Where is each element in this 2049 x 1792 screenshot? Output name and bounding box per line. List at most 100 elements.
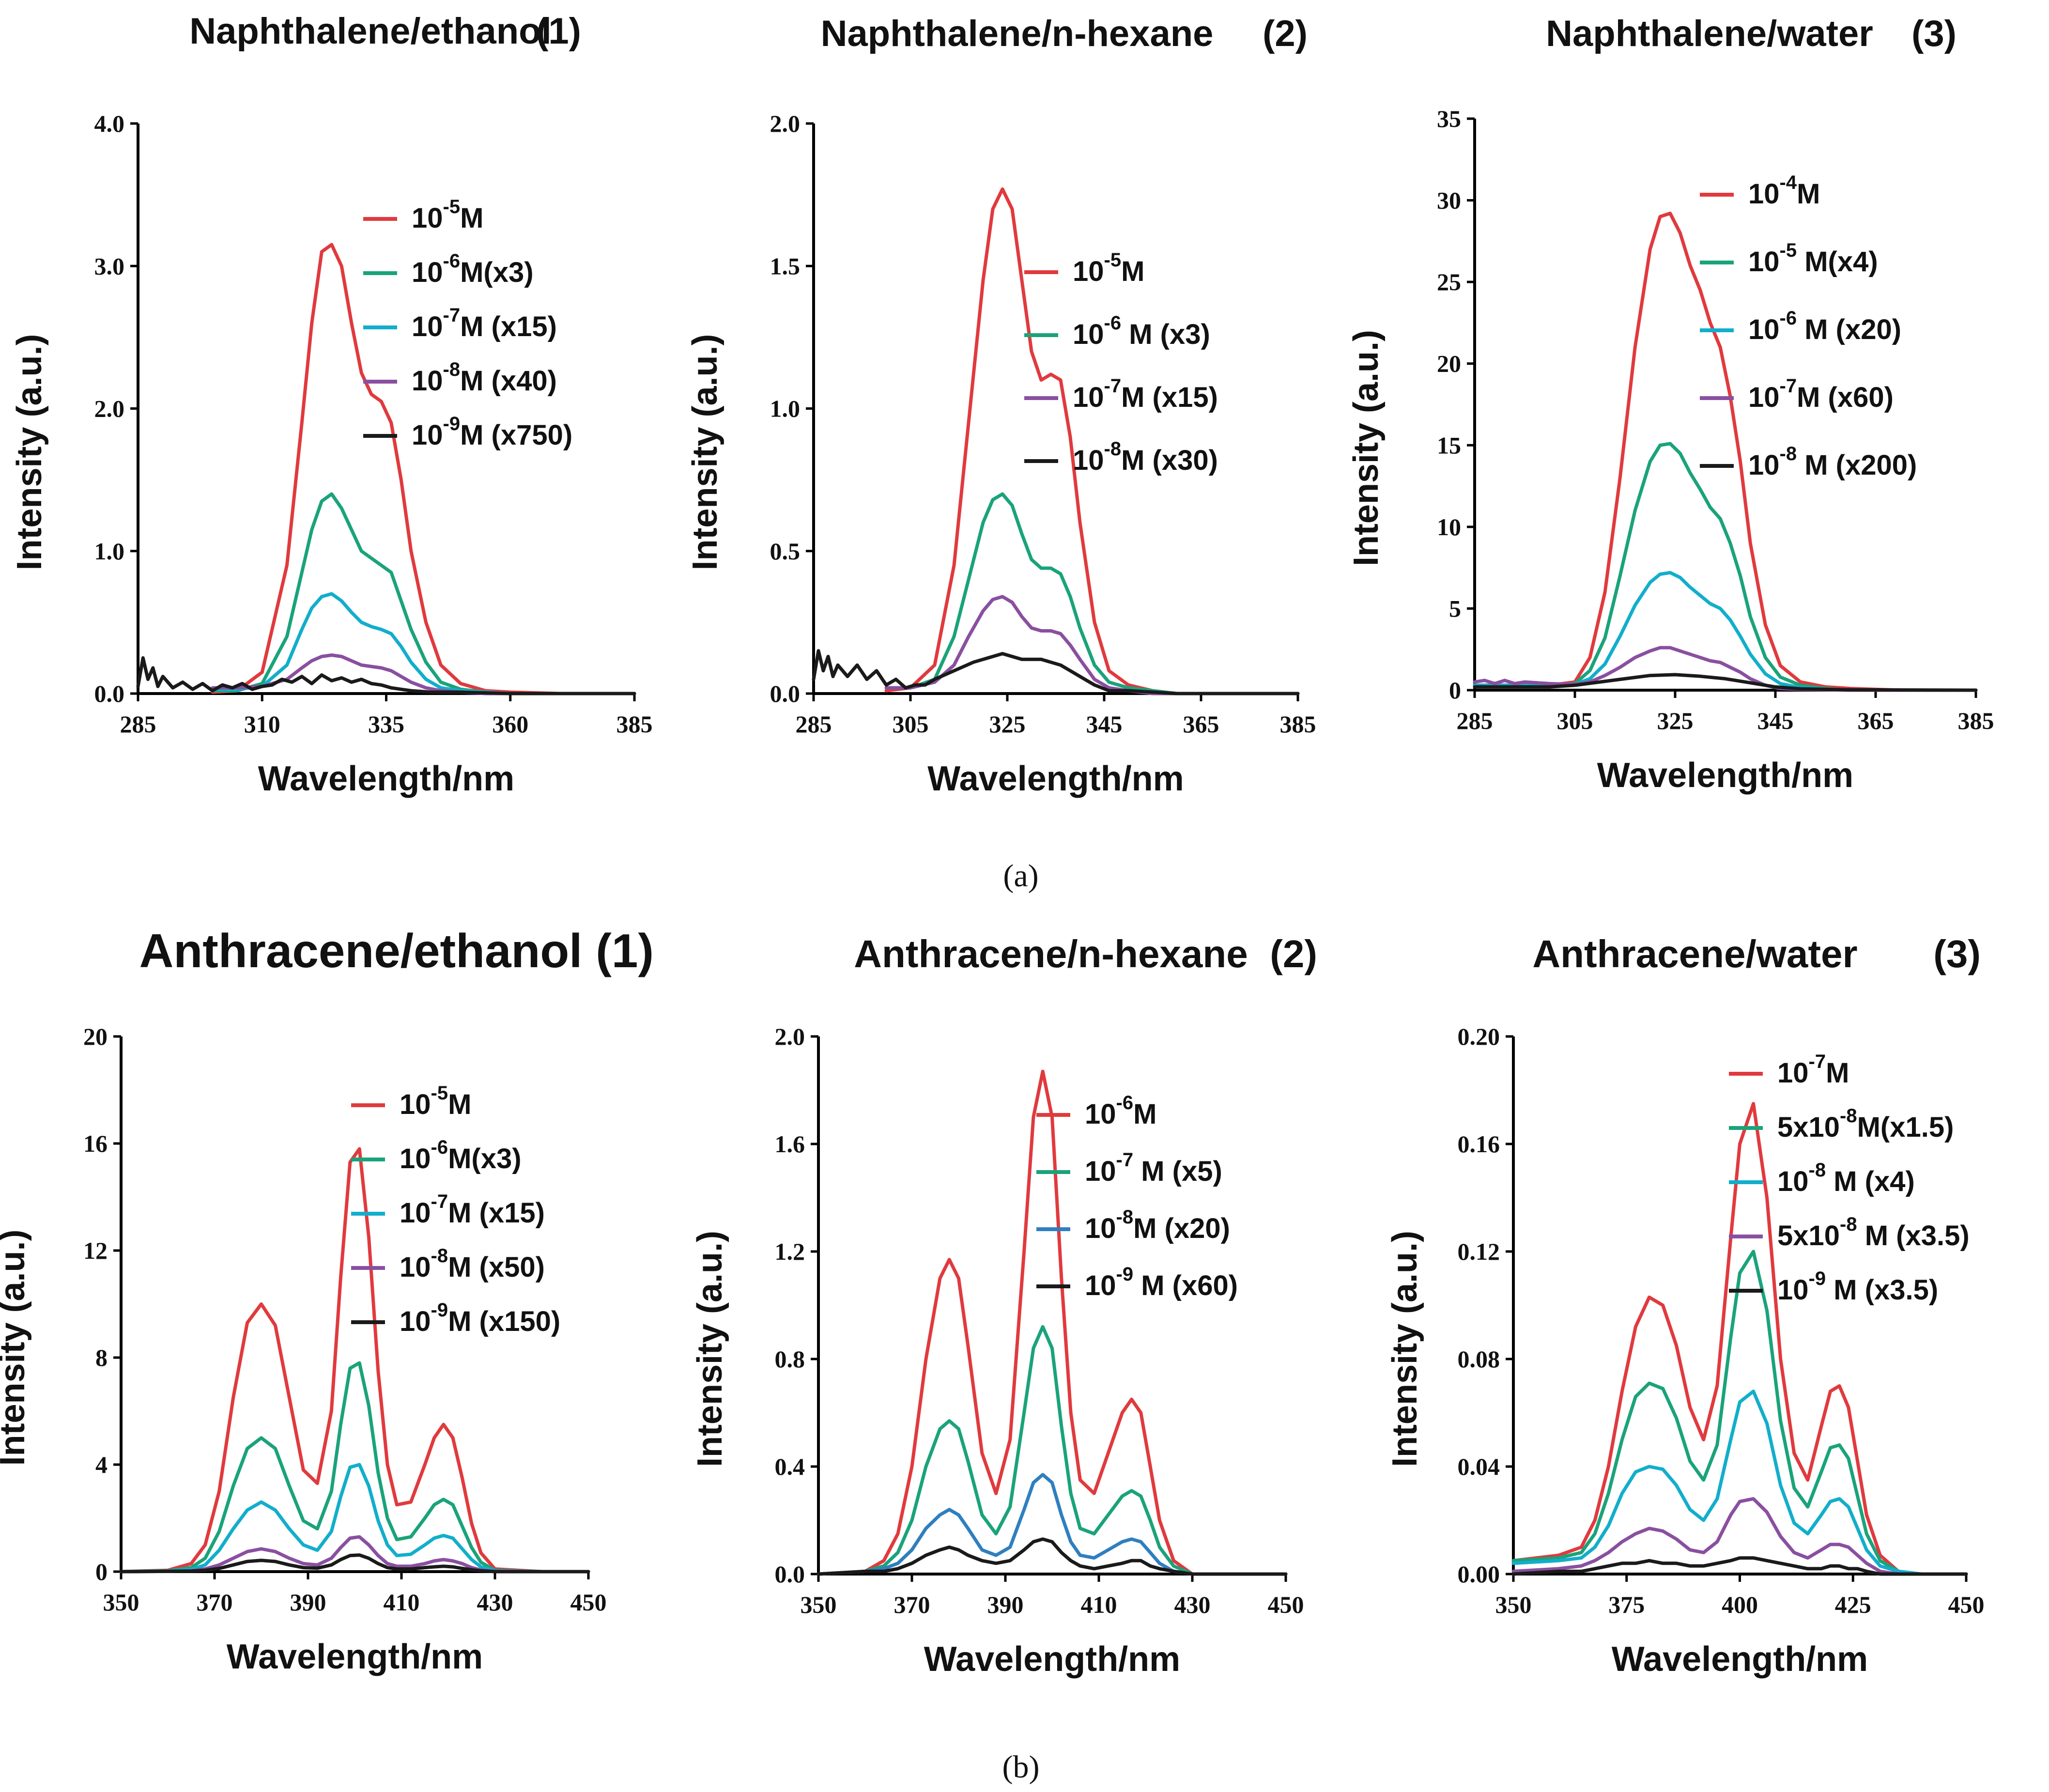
legend: 10-4M 10-5 M(x4) 10-6 M (x20) 10-7M (x60) 10… bbox=[1700, 172, 1917, 481]
series-lines bbox=[812, 187, 1300, 695]
legend-label: 10-9 M (x3.5) bbox=[1777, 1268, 1938, 1306]
series-line bbox=[1511, 1390, 1968, 1576]
y-axis-label: Intensity (a.u.) bbox=[1386, 1231, 1424, 1467]
legend-label: 10-8M (x30) bbox=[1073, 438, 1218, 476]
y-axis-label: Intensity (a.u.) bbox=[691, 1231, 729, 1467]
series-line bbox=[119, 1147, 590, 1574]
series-line bbox=[817, 1069, 1288, 1576]
legend: 10-5M 10-6M(x3) 10-7M (x15) 10-8M (x40) 10-9… bbox=[363, 196, 572, 451]
chart-title-number: (2) bbox=[1270, 932, 1317, 975]
series-line bbox=[1511, 1556, 1968, 1576]
y-tick-label: 0 bbox=[1449, 677, 1461, 704]
y-tick-label: 0.0 bbox=[770, 680, 801, 707]
y-tick-label: 4.0 bbox=[94, 110, 125, 137]
legend-label: 10-7M (x15) bbox=[400, 1191, 545, 1229]
y-tick-label: 2.0 bbox=[94, 395, 125, 422]
y-axis-label: Intensity (a.u.) bbox=[1347, 330, 1386, 566]
legend-label: 10-5M bbox=[412, 196, 483, 234]
y-tick-label: 0.5 bbox=[770, 538, 801, 565]
y-tick-label: 1.0 bbox=[770, 395, 801, 422]
legend: 10-5M 10-6 M (x3) 10-7M (x15) 10-8M (x30) bbox=[1024, 249, 1218, 476]
y-tick-label: 0.0 bbox=[94, 680, 125, 707]
x-tick-label: 385 bbox=[616, 711, 653, 738]
chart-panel-3: Naphthalene/water (3) 285 305 325 345 365 385 0 5… bbox=[1347, 13, 1994, 795]
legend-label: 10-8M (x20) bbox=[1085, 1206, 1230, 1244]
y-tick-label: 2.0 bbox=[770, 110, 801, 137]
y-tick-label: 25 bbox=[1437, 268, 1461, 295]
legend-label: 10-7M (x15) bbox=[1073, 375, 1218, 413]
series-lines bbox=[1473, 212, 1978, 692]
legend-label: 10-7M bbox=[1777, 1051, 1849, 1089]
legend-label: 10-9M (x150) bbox=[400, 1299, 560, 1337]
x-tick-label: 425 bbox=[1835, 1591, 1871, 1618]
chart-panel-1: Naphthalene/ethanol(1) 285 310 335 360 385 0.0… bbox=[10, 11, 653, 798]
chart-title-number: (1) bbox=[596, 924, 654, 977]
y-tick-label: 30 bbox=[1437, 187, 1461, 214]
x-tick-label: 345 bbox=[1086, 711, 1123, 738]
x-tick-label: 365 bbox=[1183, 711, 1219, 738]
x-tick-label: 390 bbox=[987, 1591, 1024, 1618]
chart-title: Naphthalene/n-hexane bbox=[821, 13, 1214, 54]
legend-label: 10-8M (x40) bbox=[412, 359, 557, 397]
chart-panel-6: Anthracene/water (3) 350 375 400 425 450 0.00 0.… bbox=[1386, 932, 1985, 1679]
series-line bbox=[812, 649, 1300, 695]
chart-panel-5: Anthracene/n-hexane (2) 350 370 390 410 430 450… bbox=[691, 932, 1317, 1679]
series-line bbox=[119, 1361, 590, 1574]
series-line bbox=[119, 1535, 590, 1574]
y-tick-label: 16 bbox=[83, 1130, 108, 1157]
legend-label: 10-5M bbox=[400, 1082, 471, 1120]
y-tick-label: 0.00 bbox=[1458, 1560, 1500, 1588]
chart-title-number: (3) bbox=[1933, 932, 1981, 975]
chart-title-number: (2) bbox=[1263, 13, 1308, 54]
legend: 10-6M 10-7 M (x5) 10-8M (x20) 10-9 M (x60) bbox=[1036, 1092, 1238, 1301]
x-tick-label: 410 bbox=[1081, 1591, 1117, 1618]
series-line bbox=[211, 243, 636, 695]
chart-title: Naphthalene/ethanol bbox=[189, 11, 551, 52]
x-tick-label: 450 bbox=[1268, 1591, 1304, 1618]
y-tick-label: 0.0 bbox=[775, 1560, 805, 1588]
y-tick-label: 0.08 bbox=[1458, 1345, 1500, 1373]
x-tick-label: 345 bbox=[1757, 707, 1794, 734]
y-tick-label: 10 bbox=[1437, 513, 1461, 541]
x-tick-label: 410 bbox=[384, 1589, 420, 1616]
y-tick-label: 5 bbox=[1449, 595, 1461, 622]
series-lines bbox=[136, 243, 636, 695]
y-axis-label: Intensity (a.u.) bbox=[0, 1229, 32, 1466]
series-lines bbox=[817, 1069, 1288, 1576]
legend-label: 5x10-8 M (x3.5) bbox=[1777, 1214, 1970, 1251]
x-tick-label: 390 bbox=[290, 1589, 326, 1616]
legend-label: 10-8 M (x4) bbox=[1777, 1159, 1915, 1197]
legend-label: 10-9M (x750) bbox=[412, 413, 572, 451]
y-tick-label: 1.2 bbox=[775, 1238, 805, 1265]
caption-a: (a) bbox=[1003, 858, 1038, 894]
chart-title-number: (3) bbox=[1911, 13, 1957, 54]
x-tick-label: 310 bbox=[244, 711, 280, 738]
legend-label: 10-6 M (x20) bbox=[1748, 308, 1901, 345]
x-axis-label: Wavelength/nm bbox=[1612, 1640, 1868, 1679]
y-tick-label: 1.5 bbox=[770, 252, 801, 279]
y-tick-label: 3.0 bbox=[94, 252, 125, 279]
legend-label: 10-5 M(x4) bbox=[1748, 240, 1878, 278]
y-tick-label: 0.4 bbox=[775, 1453, 805, 1480]
x-tick-label: 430 bbox=[1174, 1591, 1211, 1618]
x-axis-label: Wavelength/nm bbox=[227, 1638, 483, 1676]
x-tick-label: 350 bbox=[801, 1591, 837, 1618]
y-tick-label: 35 bbox=[1437, 105, 1461, 132]
x-axis-label: Wavelength/nm bbox=[1597, 756, 1853, 795]
y-tick-label: 1.6 bbox=[775, 1130, 805, 1158]
x-tick-label: 325 bbox=[989, 711, 1026, 738]
legend-label: 10-8 M (x200) bbox=[1748, 443, 1917, 481]
series-line bbox=[1473, 442, 1978, 692]
y-tick-label: 15 bbox=[1437, 432, 1461, 459]
x-tick-label: 350 bbox=[1495, 1591, 1532, 1618]
y-tick-label: 0.16 bbox=[1458, 1130, 1500, 1158]
legend: 10-5M 10-6M(x3) 10-7M (x15) 10-8M (x50) 10-9… bbox=[351, 1082, 560, 1337]
y-tick-label: 0 bbox=[95, 1558, 108, 1585]
legend-label: 10-8M (x50) bbox=[400, 1245, 545, 1283]
legend-label: 10-6M(x3) bbox=[412, 250, 534, 288]
series-line bbox=[119, 1463, 590, 1574]
legend-label: 10-7M (x60) bbox=[1748, 375, 1894, 413]
legend-label: 10-4M bbox=[1748, 172, 1820, 210]
x-tick-label: 305 bbox=[893, 711, 929, 738]
